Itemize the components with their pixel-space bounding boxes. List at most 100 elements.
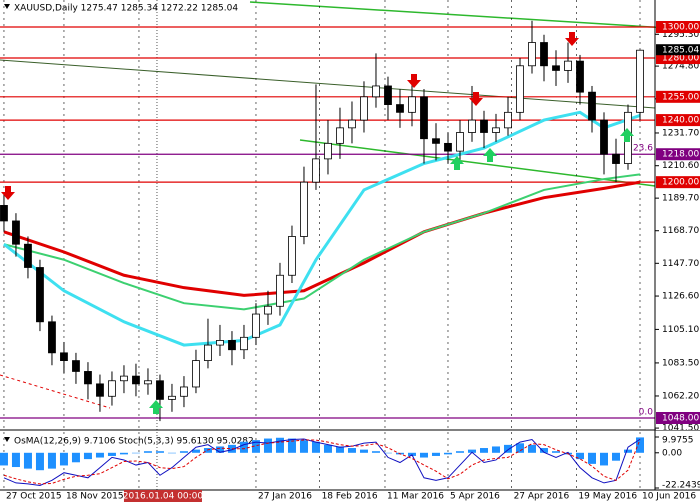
level-label-bg	[656, 90, 700, 103]
osma-bar	[359, 449, 368, 453]
osma-bar	[0, 452, 8, 466]
osma-bar	[491, 446, 500, 453]
panel-icon	[4, 437, 10, 442]
stochastic-line	[3, 438, 641, 486]
candle-body	[264, 305, 272, 315]
candle-body	[432, 138, 440, 144]
last-price-bg	[656, 44, 700, 56]
candle-body	[0, 205, 8, 222]
osma-bar	[275, 437, 284, 453]
candle-body	[336, 127, 344, 144]
candle-body	[324, 142, 332, 160]
buy-arrow	[149, 400, 163, 414]
candle-body	[360, 96, 368, 121]
candle-body	[576, 60, 584, 93]
osma-bar	[251, 440, 260, 453]
panel-icon	[4, 4, 10, 9]
osma-bar	[467, 449, 476, 453]
level-label-bg	[656, 412, 700, 425]
y-tick-label: 1041.50	[662, 424, 699, 434]
cursor-label-bg	[123, 490, 202, 502]
candle-body	[612, 153, 620, 164]
indicator-title: OsMA(12,26,9) 9.7106 Stoch(5,3,3) 95.613…	[14, 437, 254, 447]
level-label: 1280.00	[662, 54, 699, 64]
candle-body	[12, 220, 20, 245]
osma-bar	[83, 452, 92, 460]
candle-body	[60, 352, 68, 361]
candle-body	[180, 386, 188, 397]
trend-line	[0, 59, 656, 109]
sell-arrow	[565, 32, 579, 46]
x-tick-label: 18 Feb 2016	[322, 492, 378, 502]
candle-body	[228, 340, 236, 351]
level-label: 1255.00	[662, 92, 699, 102]
osma-bar	[107, 452, 116, 456]
candle-body	[24, 243, 32, 268]
osma-bar	[191, 449, 200, 453]
y-tick-label: 0.00	[662, 448, 682, 458]
x-tick-label: 27 Apr 2016	[514, 492, 570, 502]
candle-body	[348, 119, 356, 129]
y-tick-label: 1274.80	[662, 62, 699, 72]
candle-body	[552, 65, 560, 71]
candle-body	[408, 96, 416, 113]
candle-body	[192, 360, 200, 388]
candle-body	[48, 321, 56, 354]
osma-bar	[287, 438, 296, 453]
sell-arrow	[1, 186, 15, 200]
osma-bar	[323, 444, 332, 453]
osma-bar	[155, 451, 164, 453]
candle-body	[96, 383, 104, 397]
y-tick-label: 1231.70	[662, 128, 699, 138]
moving-average	[3, 180, 641, 297]
candle-body	[84, 371, 92, 385]
y-tick-label: 1168.70	[662, 226, 699, 236]
sell-arrow	[407, 74, 421, 88]
y-tick-label: 9.9755	[662, 436, 694, 446]
buy-arrow	[620, 128, 634, 142]
osma-bar	[47, 452, 56, 469]
osma-bar	[263, 438, 272, 453]
level-label: 1300.00	[662, 22, 699, 32]
osma-bar	[623, 449, 632, 453]
trend-line	[0, 374, 111, 409]
y-tick-label: 1210.60	[662, 161, 699, 171]
candle-body	[528, 42, 536, 67]
candle-body	[444, 142, 452, 152]
osma-bar	[371, 451, 380, 453]
osma-bar	[11, 452, 20, 468]
candle-body	[216, 340, 224, 346]
osma-bar	[143, 451, 152, 453]
candle-body	[396, 104, 404, 113]
candle-body	[300, 181, 308, 237]
candle-body	[504, 111, 512, 129]
candle-body	[204, 344, 212, 361]
osma-bar	[131, 452, 140, 454]
osma-bar	[515, 443, 524, 453]
candle-body	[516, 65, 524, 113]
candle-body	[240, 336, 248, 351]
level-label-bg	[656, 20, 700, 33]
y-tick-label: 1189.70	[662, 194, 699, 204]
level-label: 1240.00	[662, 116, 699, 126]
y-tick-label: 1147.70	[662, 259, 699, 269]
moving-average	[3, 110, 641, 347]
candle-body	[72, 360, 80, 372]
trend-line	[249, 1, 700, 31]
candle-body	[288, 236, 296, 276]
osma-bar	[95, 452, 104, 458]
candle-body	[252, 313, 260, 338]
last-price: 1285.04	[662, 46, 699, 56]
osma-bar	[311, 441, 320, 453]
fib-label: 23.6	[633, 144, 653, 154]
sell-arrows	[1, 32, 579, 200]
osma-bar	[587, 452, 596, 464]
y-tick-label: 1126.60	[662, 292, 699, 302]
osma-bar	[179, 451, 188, 453]
osma-bar	[239, 441, 248, 453]
candle-body	[372, 85, 380, 98]
osma-bar	[203, 448, 212, 453]
candle-body	[168, 395, 176, 400]
